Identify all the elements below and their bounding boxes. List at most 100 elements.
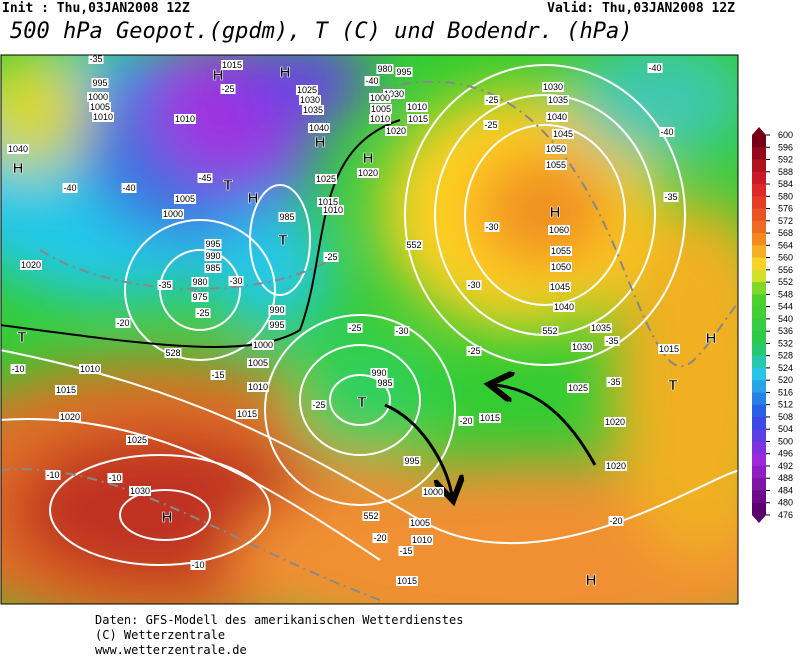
contour-label: 1025 [127,435,147,445]
contour-label: -15 [211,370,224,380]
label-box [121,183,137,193]
label-box [405,240,423,250]
colorbar-label: 556 [778,265,793,275]
colorbar-label: 512 [778,400,793,410]
contour-label: 1035 [591,323,611,333]
label-box [321,205,345,215]
label-box [372,533,388,543]
label-box [88,55,104,64]
label-box [570,342,594,352]
contour-label: 980 [377,64,392,74]
footer-line: www.wetterzentrale.de [95,643,247,656]
colorbar-label: 528 [778,351,793,361]
contour-label: 1055 [551,246,571,256]
contour-label: 1040 [309,123,329,133]
label-box [549,246,573,256]
contour-label: 1020 [358,168,378,178]
contour-label: 1030 [384,89,404,99]
colorbar-label: 508 [778,412,793,422]
label-box [483,120,499,130]
pressure-center: T [668,377,677,394]
contour-label: 552 [363,511,378,521]
colorbar-label: 588 [778,167,793,177]
valid-time: Valid: Thu,03JAN2008 12Z [547,1,735,16]
contour-label: -25 [312,400,325,410]
contour-label: 552 [406,240,421,250]
colorbar-label: 572 [778,216,793,226]
label-box [301,105,325,115]
colorbar-segment [752,294,766,308]
contour-label: 1050 [546,144,566,154]
contour-label: 1045 [550,282,570,292]
pressure-center: H [13,160,24,177]
colorbar-label: 496 [778,449,793,459]
label-box [566,383,590,393]
contour-label: -15 [399,546,412,556]
pressure-center: T [223,177,232,194]
label-box [458,416,474,426]
contour-label: 1010 [323,205,343,215]
contour-label: 1020 [606,461,626,471]
label-box [307,123,331,133]
label-box [405,102,429,112]
colorbar-segment [752,245,766,259]
contour-label: 1010 [370,114,390,124]
label-box [173,114,197,124]
contour-label: 1005 [248,358,268,368]
contour-label: 1030 [543,82,563,92]
pressure-center: H [162,509,173,526]
label-box [364,76,380,86]
label-box [62,183,78,193]
colorbar-label: 592 [778,155,793,165]
contour-label: -20 [459,416,472,426]
label-box [195,308,211,318]
colorbar-label: 536 [778,326,793,336]
contour-label: 1005 [410,518,430,528]
label-box [91,78,109,88]
contour-label: 1005 [90,102,110,112]
contour-label: 995 [404,456,419,466]
label-box [370,368,388,378]
colorbar-label: 480 [778,498,793,508]
colorbar-segment [752,220,766,234]
label-box [484,95,500,105]
contour-label: 1060 [549,225,569,235]
contour-label: -40 [365,76,378,86]
label-box [191,277,209,287]
colorbar-cap [752,127,766,135]
contour-label: -25 [467,346,480,356]
colorbar-label: 516 [778,387,793,397]
contour-label: -10 [46,470,59,480]
contour-label: 1030 [300,95,320,105]
label-box [395,43,412,53]
label-box [268,305,286,315]
label-box [406,114,430,124]
colorbar-segment [752,380,766,393]
colorbar-segment [752,453,766,467]
contour-label: -35 [605,336,618,346]
contour-label: 985 [377,378,392,388]
contour-label: 1000 [163,209,183,219]
colorbar-label: 596 [778,142,793,152]
contour-label: -35 [607,377,620,387]
contour-label: 1020 [60,412,80,422]
colorbar-segment [752,306,766,320]
label-box [606,377,622,387]
label-box [356,168,380,178]
label-box [552,302,576,312]
colorbar-segment [752,343,766,357]
contour-label: 1030 [572,342,592,352]
pressure-center: H [213,67,224,84]
contour-label: 990 [371,368,386,378]
contour-label: -40 [122,183,135,193]
contour-label: -35 [89,54,102,64]
label-box [204,263,222,273]
label-box [191,292,209,302]
colorbar-segment [752,171,766,185]
colorbar-segment [752,208,766,222]
colorbar-label: 492 [778,461,793,471]
label-box [295,85,319,95]
contour-label: 1035 [548,95,568,105]
label-box [10,364,26,374]
